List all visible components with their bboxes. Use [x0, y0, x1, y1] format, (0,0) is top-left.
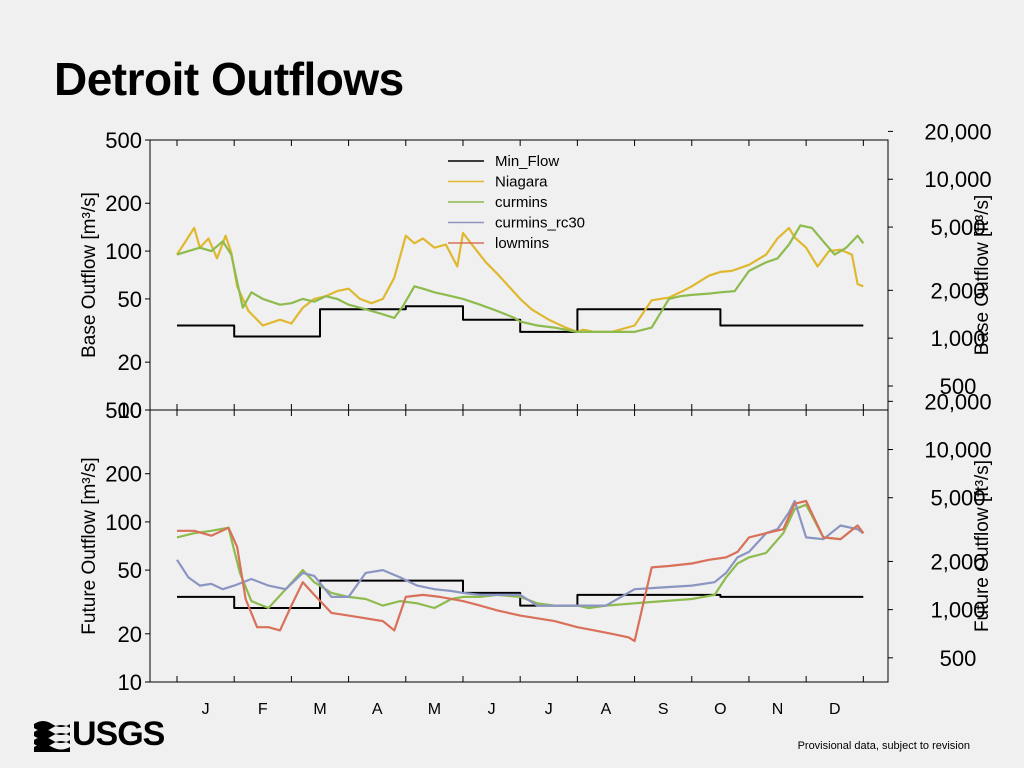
x-tick-label: J: [545, 701, 553, 718]
usgs-logo: USGS: [34, 715, 165, 753]
chart-panel-bottom: 10 20 50 100 200 500 500 1,000 2,000 5,000 10,000 2…: [79, 389, 993, 718]
y-right-tick-label: 500: [940, 374, 977, 399]
y-right-tick-label: 5,000: [930, 486, 985, 511]
logo-text: USGS: [72, 715, 165, 753]
x-tick-label: M: [313, 701, 326, 718]
y-right-tick-label: 10,000: [924, 167, 991, 192]
x-tick-label: S: [658, 701, 669, 718]
legend-label: Niagara: [495, 174, 548, 191]
x-tick-label: A: [372, 701, 383, 718]
y-axis-label-right: Future Outflow [ft³/s]: [972, 460, 993, 632]
legend: Min_Flow Niagara curmins curmins_rc30lowmin…: [448, 153, 585, 252]
y-tick-label: 10: [118, 670, 142, 695]
y-axis-label: Future Outflow [m³/s]: [79, 457, 100, 634]
legend-label: curmins_rc30: [495, 215, 585, 232]
footnote: Provisional data, subject to revision: [797, 740, 970, 752]
y-tick-label: 20: [118, 622, 142, 647]
x-tick-label: J: [488, 701, 496, 718]
usgs-wave-icon: [34, 716, 70, 752]
legend-label: curmins: [495, 194, 548, 211]
y-tick-label: 50: [118, 287, 142, 312]
y-right-tick-label: 20,000: [924, 119, 991, 144]
y-right-tick-label: 2,000: [930, 278, 985, 303]
x-tick-label: M: [428, 701, 441, 718]
y-tick-label: 100: [105, 239, 142, 264]
series-line-niagara: [176, 226, 864, 333]
series-line-curmins: [176, 224, 865, 333]
x-tick-label: N: [772, 701, 784, 718]
legend-label: Min_Flow: [495, 153, 559, 170]
y-axis-label: Base Outflow [m³/s]: [79, 192, 100, 358]
y-tick-label: 50: [118, 558, 142, 583]
x-tick-label: J: [202, 701, 210, 718]
y-right-tick-label: 500: [940, 646, 977, 671]
series-line-lowmins: [177, 499, 865, 643]
y-tick-label: 200: [105, 191, 142, 216]
y-tick-label: 100: [105, 510, 142, 535]
chart-panel-top: 10 20 50 100 200 500 500 1,000 2,000 5,000 10,000 2…: [79, 119, 993, 423]
y-tick-label: 20: [118, 350, 142, 375]
y-tick-label: 500: [105, 128, 142, 153]
page-title: Detroit Outflows: [54, 53, 404, 105]
series-line-min-flow: [177, 305, 864, 338]
y-right-tick-label: 2,000: [930, 549, 985, 574]
y-right-tick-label: 5,000: [930, 215, 985, 240]
y-right-tick-label: 10,000: [924, 438, 991, 463]
y-tick-label: 10: [118, 398, 142, 423]
y-tick-label: 500: [105, 398, 142, 423]
x-tick-label: O: [714, 701, 726, 718]
y-right-tick-label: 20,000: [924, 389, 991, 414]
plot-frame: [149, 409, 889, 683]
y-right-tick-label: 1,000: [930, 598, 985, 623]
legend-label: lowmins: [495, 235, 549, 252]
y-tick-label: 200: [105, 462, 142, 487]
x-tick-label: D: [829, 701, 841, 718]
y-right-tick-label: 1,000: [930, 326, 985, 351]
x-tick-label: A: [601, 701, 612, 718]
x-tick-label: F: [258, 701, 268, 718]
y-axis-label-right: Base Outflow [ft³/s]: [972, 195, 993, 356]
